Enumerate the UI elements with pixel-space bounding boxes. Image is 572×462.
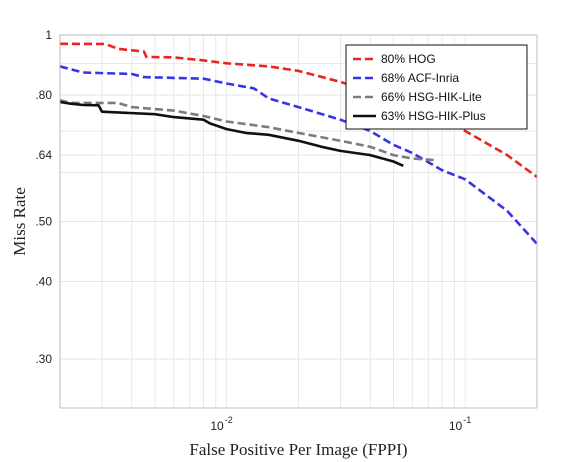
series-line-1 [60,42,537,179]
legend: 80% HOG 68% ACF-Inria 66% HSG-HIK-Lite 63% … [345,44,528,130]
y-tick-label: 1 [45,28,52,42]
legend-label-3: 66% HSG-HIK-Lite [381,90,482,104]
legend-box [345,44,528,130]
legend-label-1: 80% HOG [381,52,436,66]
y-tick-label: .80 [35,88,52,102]
x-tick-label: 10 -1 [449,415,471,433]
x-axis-ticks: 10 -2 10 -1 [210,415,471,433]
x-tick-base: 10 [449,419,463,433]
x-tick-exponent: -2 [225,415,233,425]
x-tick-exponent: -1 [463,415,471,425]
y-axis-ticks: 1 .80 .64 .50 .40 .30 [35,28,52,366]
y-tick-label: .40 [35,275,52,289]
x-axis-label: False Positive Per Image (FPPI) [189,440,407,459]
series-line-3 [60,98,436,162]
legend-label-4: 63% HSG-HIK-Plus [381,109,486,123]
y-tick-label: .64 [35,148,52,162]
y-tick-label: .50 [35,215,52,229]
legend-label-2: 68% ACF-Inria [381,71,459,85]
plot-frame [59,34,538,409]
series-line-4 [60,100,404,167]
x-tick-base: 10 [210,419,224,433]
series-line-2 [60,65,537,245]
y-axis-label: Miss Rate [10,187,29,255]
y-tick-label: .30 [35,352,52,366]
series-layer [60,42,537,245]
x-tick-label: 10 -2 [210,415,232,433]
